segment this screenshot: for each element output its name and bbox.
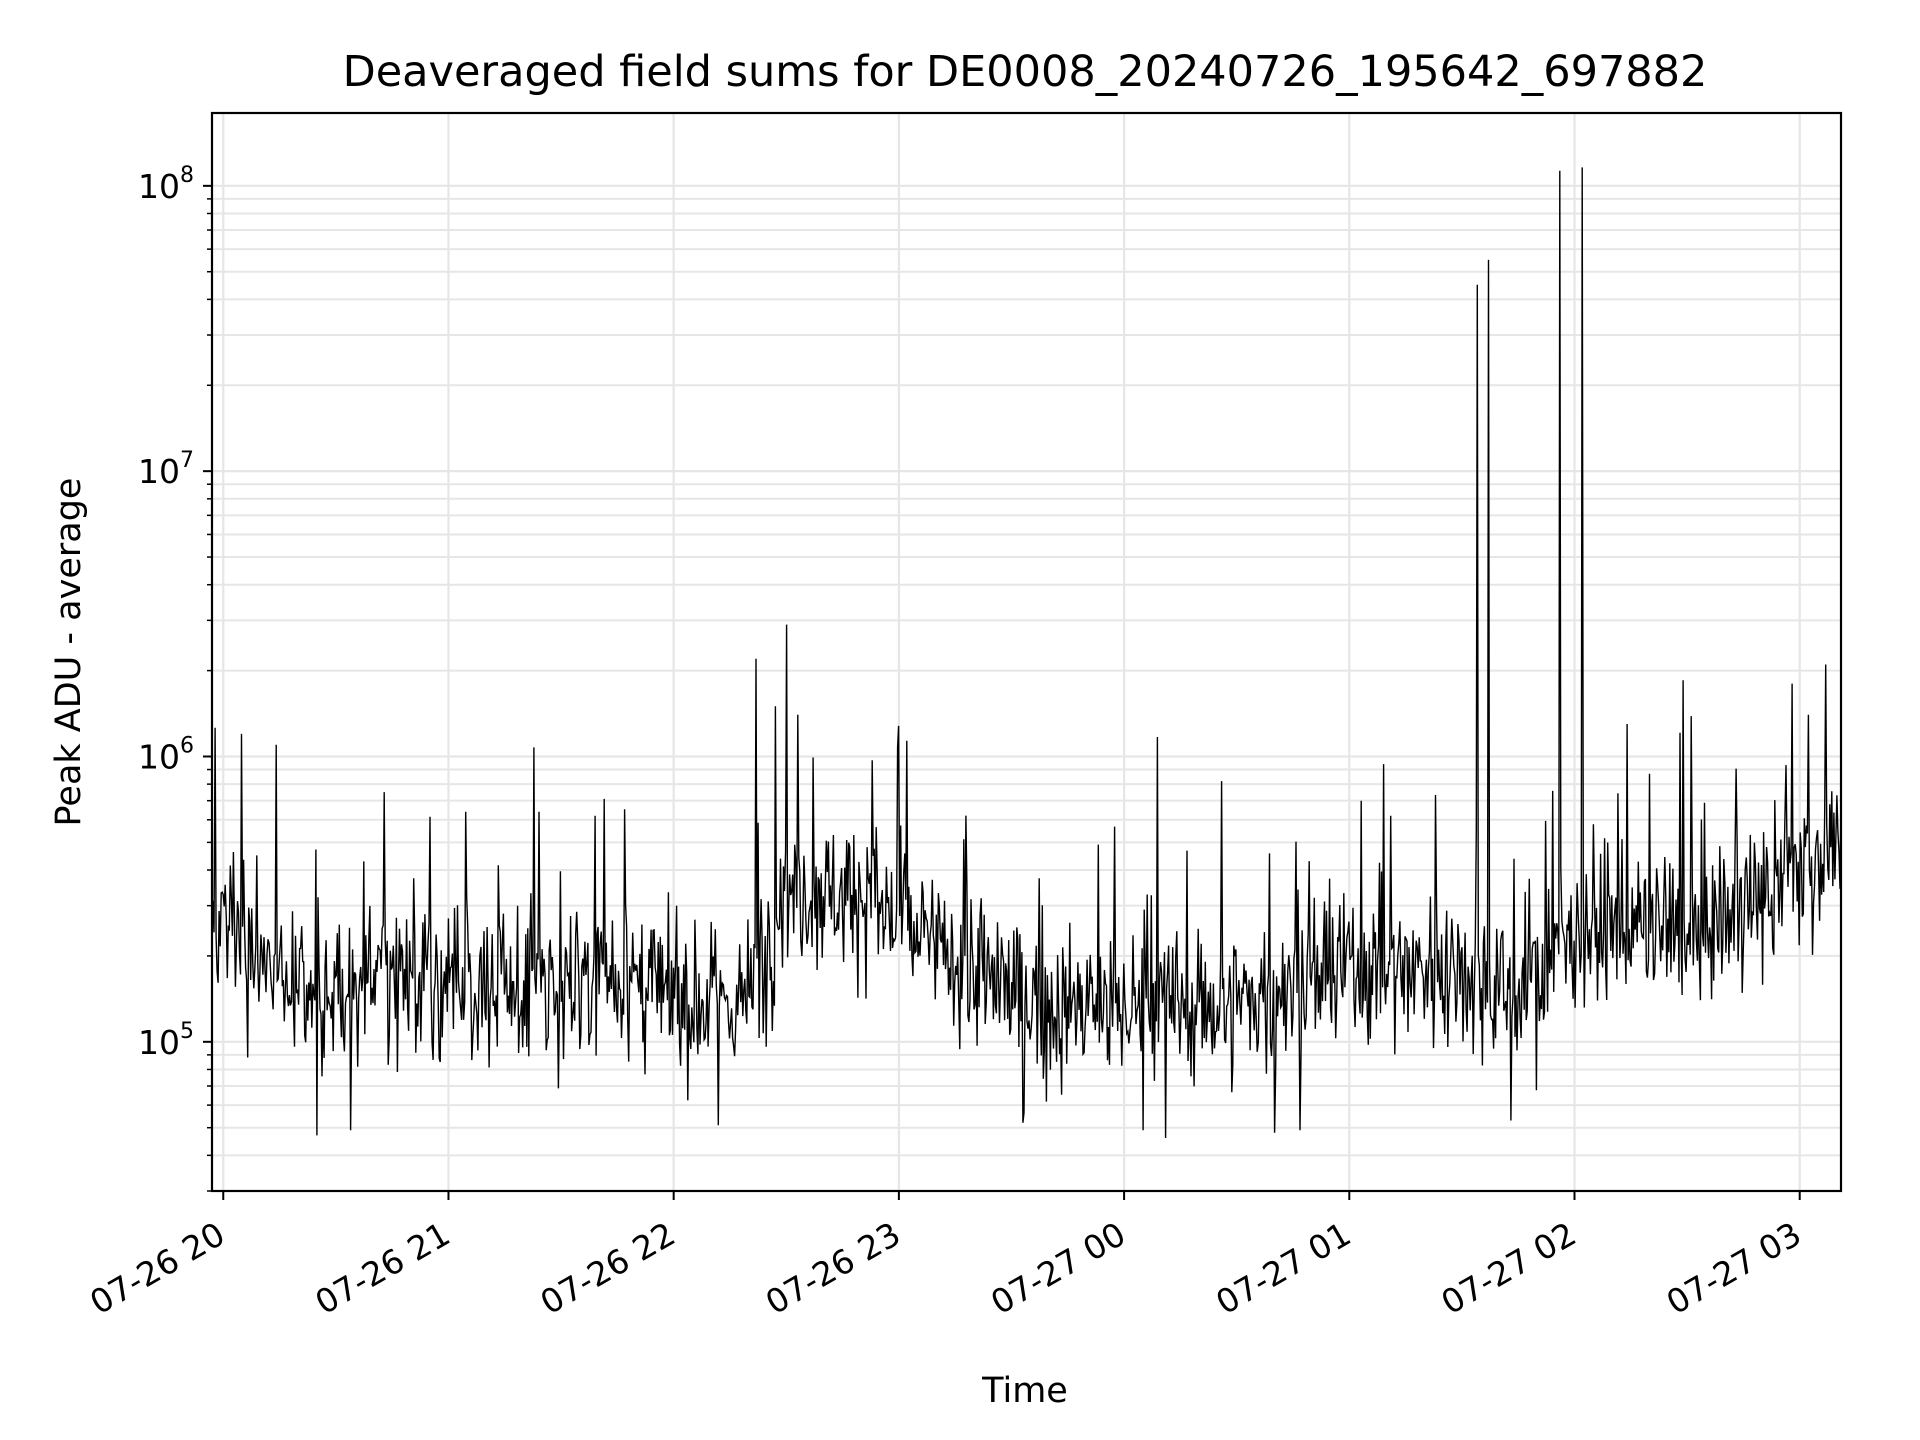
series <box>211 167 1842 1139</box>
axis-ticks <box>203 184 1801 1200</box>
chart-title: Deaveraged field sums for DE0008_2024072… <box>343 47 1708 97</box>
y-axis-label: Peak ADU - average <box>49 478 89 827</box>
y-tick-labels: 105 106 107 108 <box>138 163 194 1062</box>
y-tick-label: 105 <box>138 1019 194 1062</box>
plot-frame <box>210 111 1843 1193</box>
y-tick-label: 106 <box>138 733 194 776</box>
grid <box>212 113 1841 1192</box>
y-tick-label: 107 <box>138 448 194 491</box>
y-tick-label: 108 <box>138 163 194 206</box>
x-axis-label: Time <box>981 1371 1068 1411</box>
data-line <box>211 167 1842 1139</box>
